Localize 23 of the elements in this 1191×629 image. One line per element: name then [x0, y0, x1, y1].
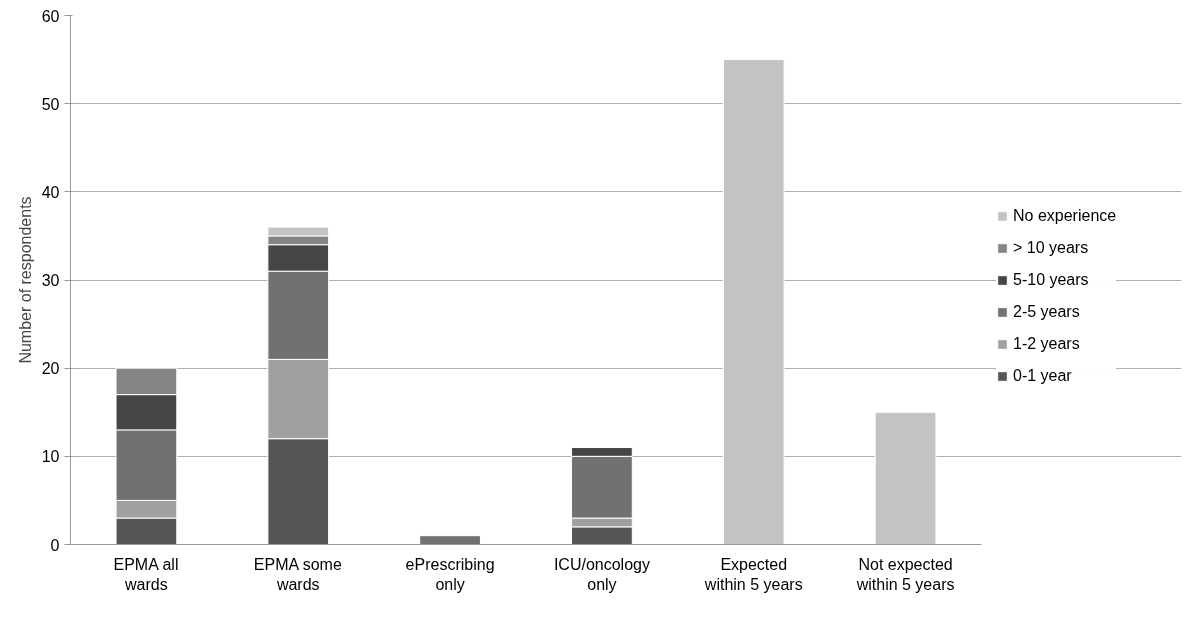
x-tick-label: ICU/oncology only [553, 555, 650, 593]
legend-label: > 10 years [1013, 239, 1089, 258]
y-tick-label: 10 [41, 448, 60, 466]
x-tick-label: Expected within 5 years [703, 555, 803, 593]
y-tick-label: 0 [50, 536, 60, 554]
x-tick-label: EPMA some wards [253, 555, 342, 593]
legend-label: 0-1 year [1013, 367, 1072, 386]
legend-label: No experience [1013, 207, 1117, 226]
x-tick-label: ePrescribing only [405, 555, 495, 593]
legend-label: 2-5 years [1013, 303, 1080, 322]
x-tick-label: EPMA all wards [113, 555, 179, 593]
y-tick-label: 60 [41, 7, 60, 25]
x-tick-label: Not expected within 5 years [855, 555, 955, 593]
bar [419, 535, 481, 545]
legend-label: 5-10 years [1013, 271, 1089, 290]
bar [874, 411, 937, 545]
y-tick-label: 50 [41, 95, 60, 113]
y-axis-title: Number of respondents [16, 196, 34, 364]
y-tick-label: 40 [41, 183, 60, 201]
bar [722, 59, 785, 545]
legend-label: 1-2 years [1013, 335, 1080, 354]
y-tick-label: 30 [41, 272, 60, 289]
y-tick-label: 20 [41, 360, 60, 378]
